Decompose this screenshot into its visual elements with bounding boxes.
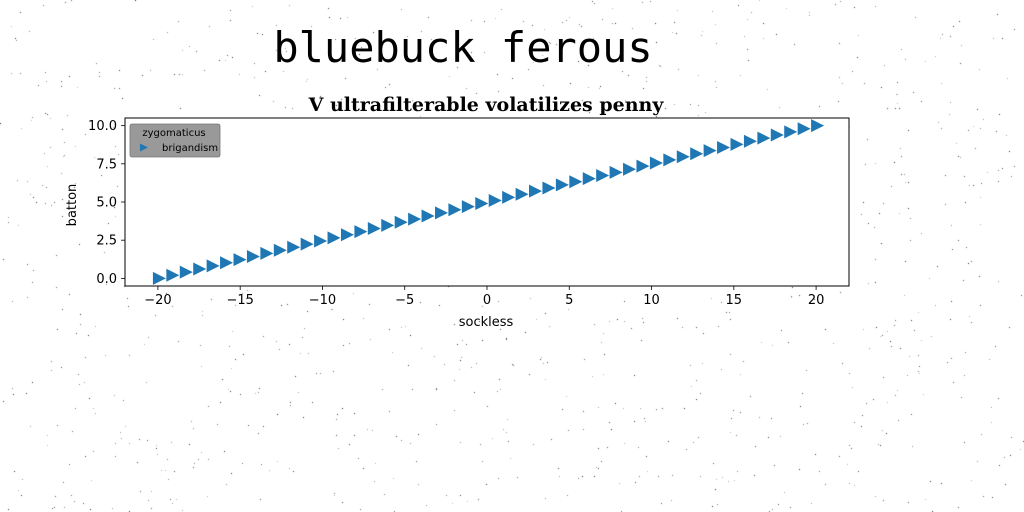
data-point	[434, 206, 448, 220]
data-point	[743, 134, 757, 148]
data-point	[206, 259, 220, 273]
x-axis: −20 −15 −10 −5 0 5 10 15 20	[144, 286, 824, 308]
y-axis: 0.0 2.5 5.0 7.5 10.0	[88, 119, 125, 287]
x-tick-label: −10	[309, 293, 336, 308]
data-point	[770, 128, 784, 142]
data-point	[529, 184, 543, 198]
data-point	[381, 218, 395, 232]
data-point	[690, 147, 704, 161]
data-point	[797, 122, 811, 136]
data-point	[623, 162, 637, 176]
data-point	[327, 231, 341, 245]
legend-entry-brigandism: brigandism	[162, 143, 218, 154]
data-point	[193, 262, 207, 276]
data-point	[569, 175, 583, 189]
data-point	[421, 209, 435, 223]
data-point	[246, 250, 260, 264]
x-tick-label: 0	[483, 293, 491, 308]
legend: zygomaticus brigandism	[129, 123, 221, 158]
data-point	[717, 140, 731, 154]
data-point	[233, 253, 247, 267]
data-point	[152, 271, 166, 285]
data-point	[448, 203, 462, 217]
legend-box	[129, 123, 221, 158]
data-point	[340, 228, 354, 242]
data-point	[542, 181, 556, 195]
x-tick-label: −20	[144, 293, 171, 308]
y-axis-label: batton	[65, 184, 80, 227]
legend-marker-triangle-icon	[140, 143, 148, 152]
x-tick-label: −5	[395, 293, 414, 308]
data-point	[515, 187, 529, 201]
y-tick-label: 0.0	[96, 272, 117, 287]
x-tick-label: −15	[226, 293, 253, 308]
data-point	[394, 215, 408, 229]
data-point	[166, 268, 180, 282]
data-point	[596, 169, 610, 183]
data-point	[461, 200, 475, 214]
data-point	[663, 153, 677, 167]
data-point	[784, 125, 798, 139]
data-point	[649, 156, 663, 170]
data-point	[609, 165, 623, 179]
data-point	[287, 240, 301, 254]
data-point	[811, 119, 825, 133]
y-tick-label: 5.0	[96, 196, 117, 211]
data-point	[676, 150, 690, 164]
data-point	[730, 137, 744, 151]
x-tick-label: 15	[726, 293, 743, 308]
data-point	[354, 225, 368, 239]
data-point	[703, 144, 717, 158]
data-point	[757, 131, 771, 145]
legend-title: zygomaticus	[142, 128, 205, 139]
data-point	[488, 193, 502, 207]
figure-suptitle: bluebuck ferous	[273, 23, 653, 72]
y-tick-label: 10.0	[88, 119, 117, 134]
x-tick-label: 20	[808, 293, 825, 308]
y-tick-label: 2.5	[96, 234, 117, 249]
series-brigandism	[152, 119, 825, 285]
data-point	[367, 221, 381, 235]
data-point	[300, 237, 314, 251]
data-point	[582, 172, 596, 186]
data-point	[475, 197, 489, 211]
data-point	[314, 234, 328, 248]
y-tick-label: 7.5	[96, 157, 117, 172]
data-point	[273, 243, 287, 257]
data-point	[408, 212, 422, 226]
data-point	[636, 159, 650, 173]
data-point	[220, 256, 234, 270]
data-point	[179, 265, 193, 279]
x-tick-label: 5	[565, 293, 573, 308]
x-tick-label: 10	[643, 293, 660, 308]
plot-area	[124, 117, 850, 287]
data-point	[260, 246, 274, 260]
chart-title: V ultrafilterable volatilizes penny	[308, 94, 665, 116]
x-axis-label: sockless	[459, 315, 514, 330]
data-point	[555, 178, 569, 192]
data-point	[502, 190, 516, 204]
